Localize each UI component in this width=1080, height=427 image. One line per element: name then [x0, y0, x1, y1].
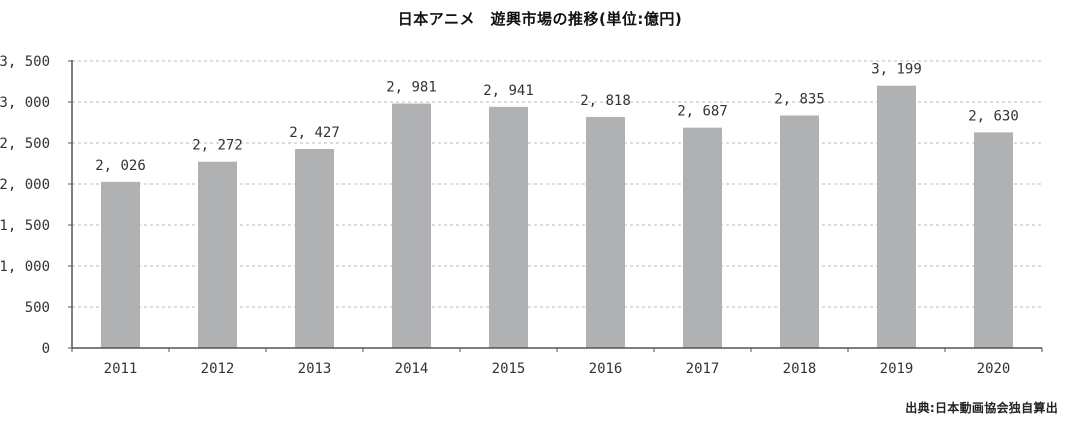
bar-2014	[392, 103, 431, 348]
value-label-2018: 2, 835	[774, 92, 825, 108]
y-tick-label: 500	[25, 300, 50, 316]
y-tick-label: 2, 000	[0, 177, 50, 193]
bar-2019	[877, 85, 916, 348]
bar-2012	[198, 161, 237, 348]
value-label-2019: 3, 199	[871, 62, 922, 78]
x-tick-label-2013: 2013	[298, 361, 332, 377]
x-tick-label-2015: 2015	[492, 361, 526, 377]
y-tick-label: 0	[42, 341, 50, 357]
x-tick-label-2018: 2018	[783, 361, 817, 377]
y-tick-label: 3, 000	[0, 95, 50, 111]
y-tick-label: 1, 500	[0, 218, 50, 234]
value-label-2015: 2, 941	[483, 83, 534, 99]
bars	[101, 85, 1013, 348]
x-tick-label-2017: 2017	[686, 361, 720, 377]
bar-2017	[683, 127, 722, 348]
value-label-2013: 2, 427	[289, 125, 340, 141]
x-tick-label-2016: 2016	[589, 361, 623, 377]
chart-title: 日本アニメ 遊興市場の推移(単位:億円)	[397, 10, 683, 28]
x-tick-label-2011: 2011	[104, 361, 138, 377]
y-tick-label: 3, 500	[0, 54, 50, 70]
bar-2018	[780, 115, 819, 348]
bar-2015	[489, 106, 528, 348]
y-tick-label: 2, 500	[0, 136, 50, 152]
bar-2020	[974, 132, 1013, 348]
axes	[68, 60, 1043, 352]
x-tick-label-2019: 2019	[880, 361, 914, 377]
x-tick-label-2012: 2012	[201, 361, 235, 377]
value-label-2012: 2, 272	[192, 138, 243, 154]
value-label-2014: 2, 981	[386, 80, 437, 96]
value-label-2017: 2, 687	[677, 104, 728, 120]
bar-2011	[101, 181, 140, 348]
value-label-2020: 2, 630	[968, 108, 1019, 124]
bar-2016	[586, 116, 625, 348]
labels: 0 500 1, 000 1, 500 2, 000 2, 500 3, 000 3, 500…	[0, 54, 1019, 377]
value-label-2016: 2, 818	[580, 93, 631, 109]
x-tick-label-2014: 2014	[395, 361, 429, 377]
bar-chart: 0 500 1, 000 1, 500 2, 000 2, 500 3, 000 3, 500…	[0, 54, 1043, 377]
value-label-2011: 2, 026	[95, 158, 146, 174]
x-tick-label-2020: 2020	[977, 361, 1011, 377]
source-note: 出典:日本動画協会独自算出	[905, 401, 1058, 415]
y-tick-label: 1, 000	[0, 259, 50, 275]
bar-2013	[295, 148, 334, 348]
